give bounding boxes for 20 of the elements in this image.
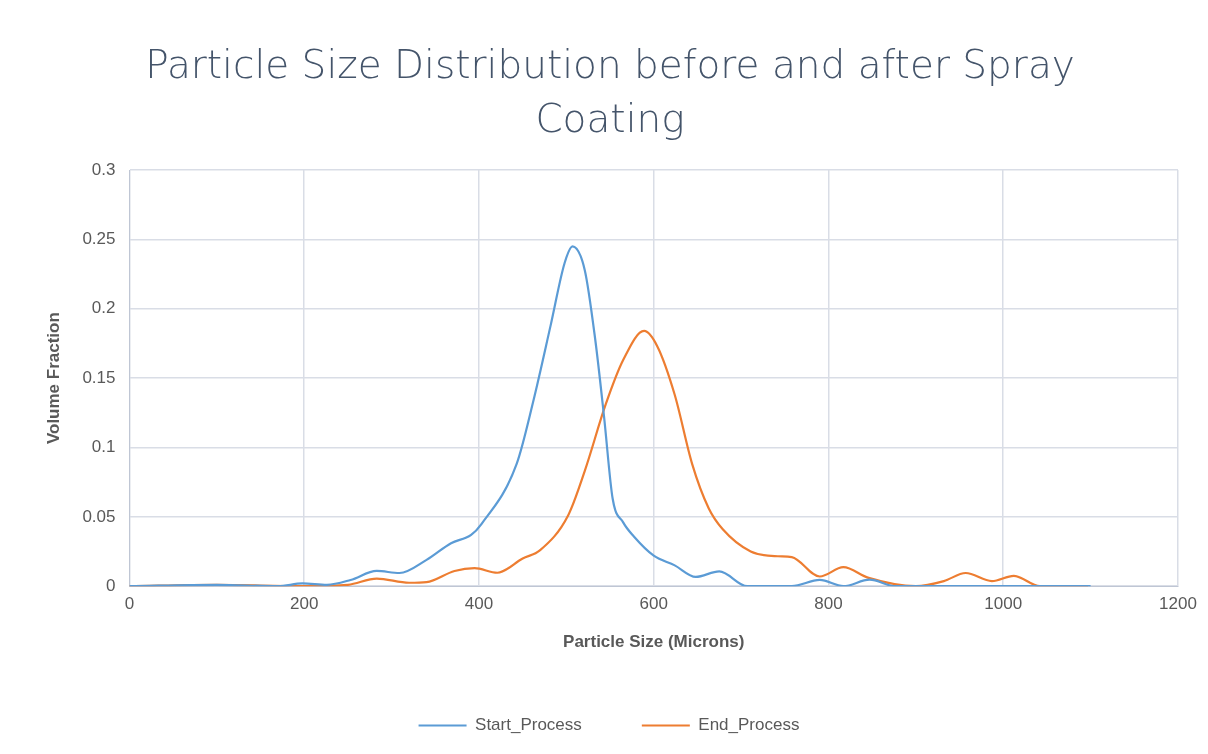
y-axis-title: Volume Fraction — [43, 312, 63, 445]
y-tick-label: 0.1 — [91, 437, 116, 457]
y-tick-label: 0.2 — [91, 298, 116, 318]
y-tick-label: 0.05 — [82, 506, 116, 526]
x-tick-label: 600 — [639, 594, 668, 614]
line-series — [129, 245, 1092, 587]
y-tick-label: 0.3 — [91, 159, 116, 179]
y-tick-label: 0 — [106, 575, 116, 595]
x-tick-label: 0 — [124, 594, 135, 614]
y-tick-label: 0.25 — [82, 229, 116, 249]
chart-title: Particle Size Distribution before and after Spray Coating — [144, 41, 1076, 143]
y-tick-label: 0.15 — [82, 367, 116, 387]
x-tick-label: 1200 — [1159, 594, 1197, 614]
x-tick-label: 200 — [290, 594, 319, 614]
x-tick-label: 1000 — [984, 594, 1023, 614]
legend-label: Start_Process — [475, 715, 582, 735]
legend-label: End_Process — [698, 715, 800, 735]
x-tick-label: 400 — [464, 594, 494, 614]
x-axis-title: Particle Size (Microns) — [563, 632, 745, 652]
x-tick-label: 800 — [814, 594, 843, 614]
